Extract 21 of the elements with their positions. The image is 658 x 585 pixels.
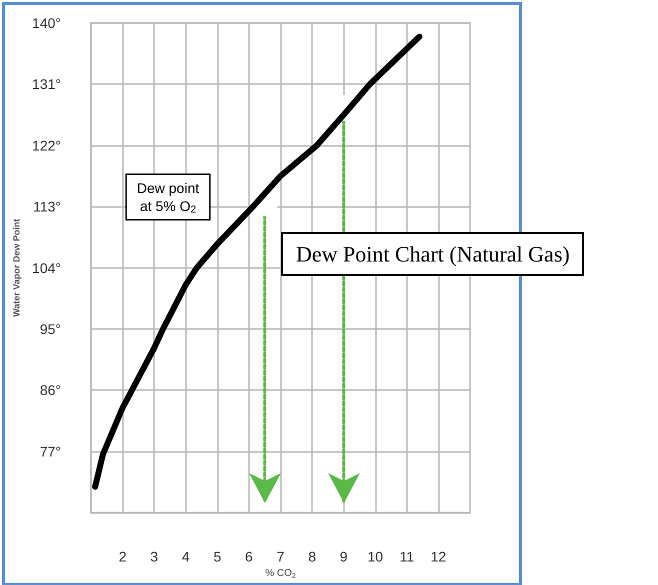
x-tick-label: 10 [367, 548, 384, 565]
y-tick-label: 140° [32, 15, 61, 31]
y-tick-label: 77° [40, 443, 61, 460]
y-axis-title: Water Vapor Dew Point [12, 218, 22, 317]
y-tick-label: 131° [32, 76, 61, 92]
x-tick-label: 8 [308, 548, 316, 565]
x-tick-label: 4 [182, 548, 190, 565]
x-tick-label: 5 [213, 548, 222, 565]
y-tick-label: 104° [32, 260, 61, 276]
x-tick-label: 11 [400, 548, 414, 565]
x-tick-label: 2 [118, 548, 127, 565]
y-tick-label: 86° [40, 382, 61, 398]
y-tick-label: 122° [32, 137, 61, 154]
x-tick-label: 9 [340, 548, 348, 565]
x-tick-label: 7 [276, 548, 285, 565]
text: Dew Point Chart (Natural Gas) [296, 242, 570, 266]
x-tick-label: 12 [430, 548, 446, 565]
x-tick-label: 3 [150, 548, 158, 565]
y-tick-label: 95° [40, 321, 61, 337]
x-tick-label: 6 [245, 548, 254, 565]
y-tick-label: 113° [33, 198, 61, 215]
